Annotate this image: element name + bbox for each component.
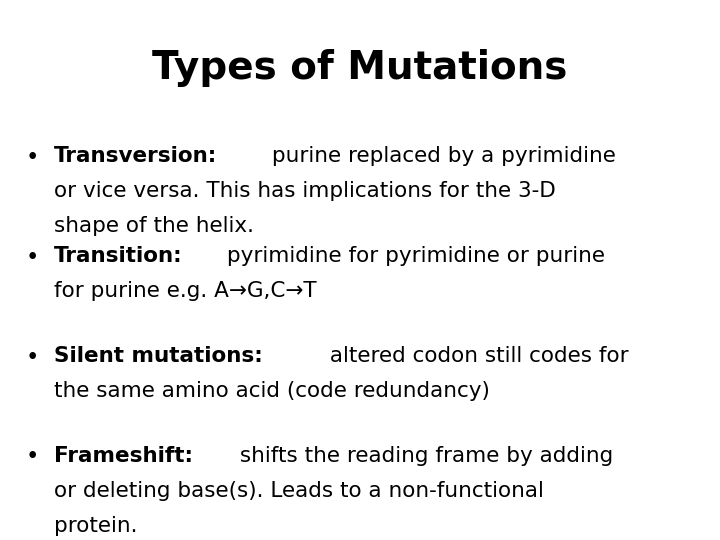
Text: •: • [26, 246, 39, 269]
Text: •: • [26, 346, 39, 369]
Text: Transition:: Transition: [54, 246, 183, 266]
Text: for purine e.g. A→G,C→T: for purine e.g. A→G,C→T [54, 281, 317, 301]
Text: Silent mutations:: Silent mutations: [54, 346, 263, 366]
Text: Types of Mutations: Types of Mutations [153, 49, 567, 86]
Text: Frameshift:: Frameshift: [54, 446, 193, 465]
Text: pyrimidine for pyrimidine or purine: pyrimidine for pyrimidine or purine [220, 246, 605, 266]
Text: •: • [26, 146, 39, 169]
Text: purine replaced by a pyrimidine: purine replaced by a pyrimidine [265, 146, 616, 166]
Text: or vice versa. This has implications for the 3-D: or vice versa. This has implications for… [54, 181, 556, 201]
Text: or deleting base(s). Leads to a non-functional: or deleting base(s). Leads to a non-func… [54, 481, 544, 501]
Text: Transversion:: Transversion: [54, 146, 217, 166]
Text: •: • [26, 446, 39, 469]
Text: shape of the helix.: shape of the helix. [54, 216, 254, 236]
Text: protein.: protein. [54, 516, 138, 536]
Text: shifts the reading frame by adding: shifts the reading frame by adding [233, 446, 613, 465]
Text: the same amino acid (code redundancy): the same amino acid (code redundancy) [54, 381, 490, 401]
Text: altered codon still codes for: altered codon still codes for [323, 346, 629, 366]
